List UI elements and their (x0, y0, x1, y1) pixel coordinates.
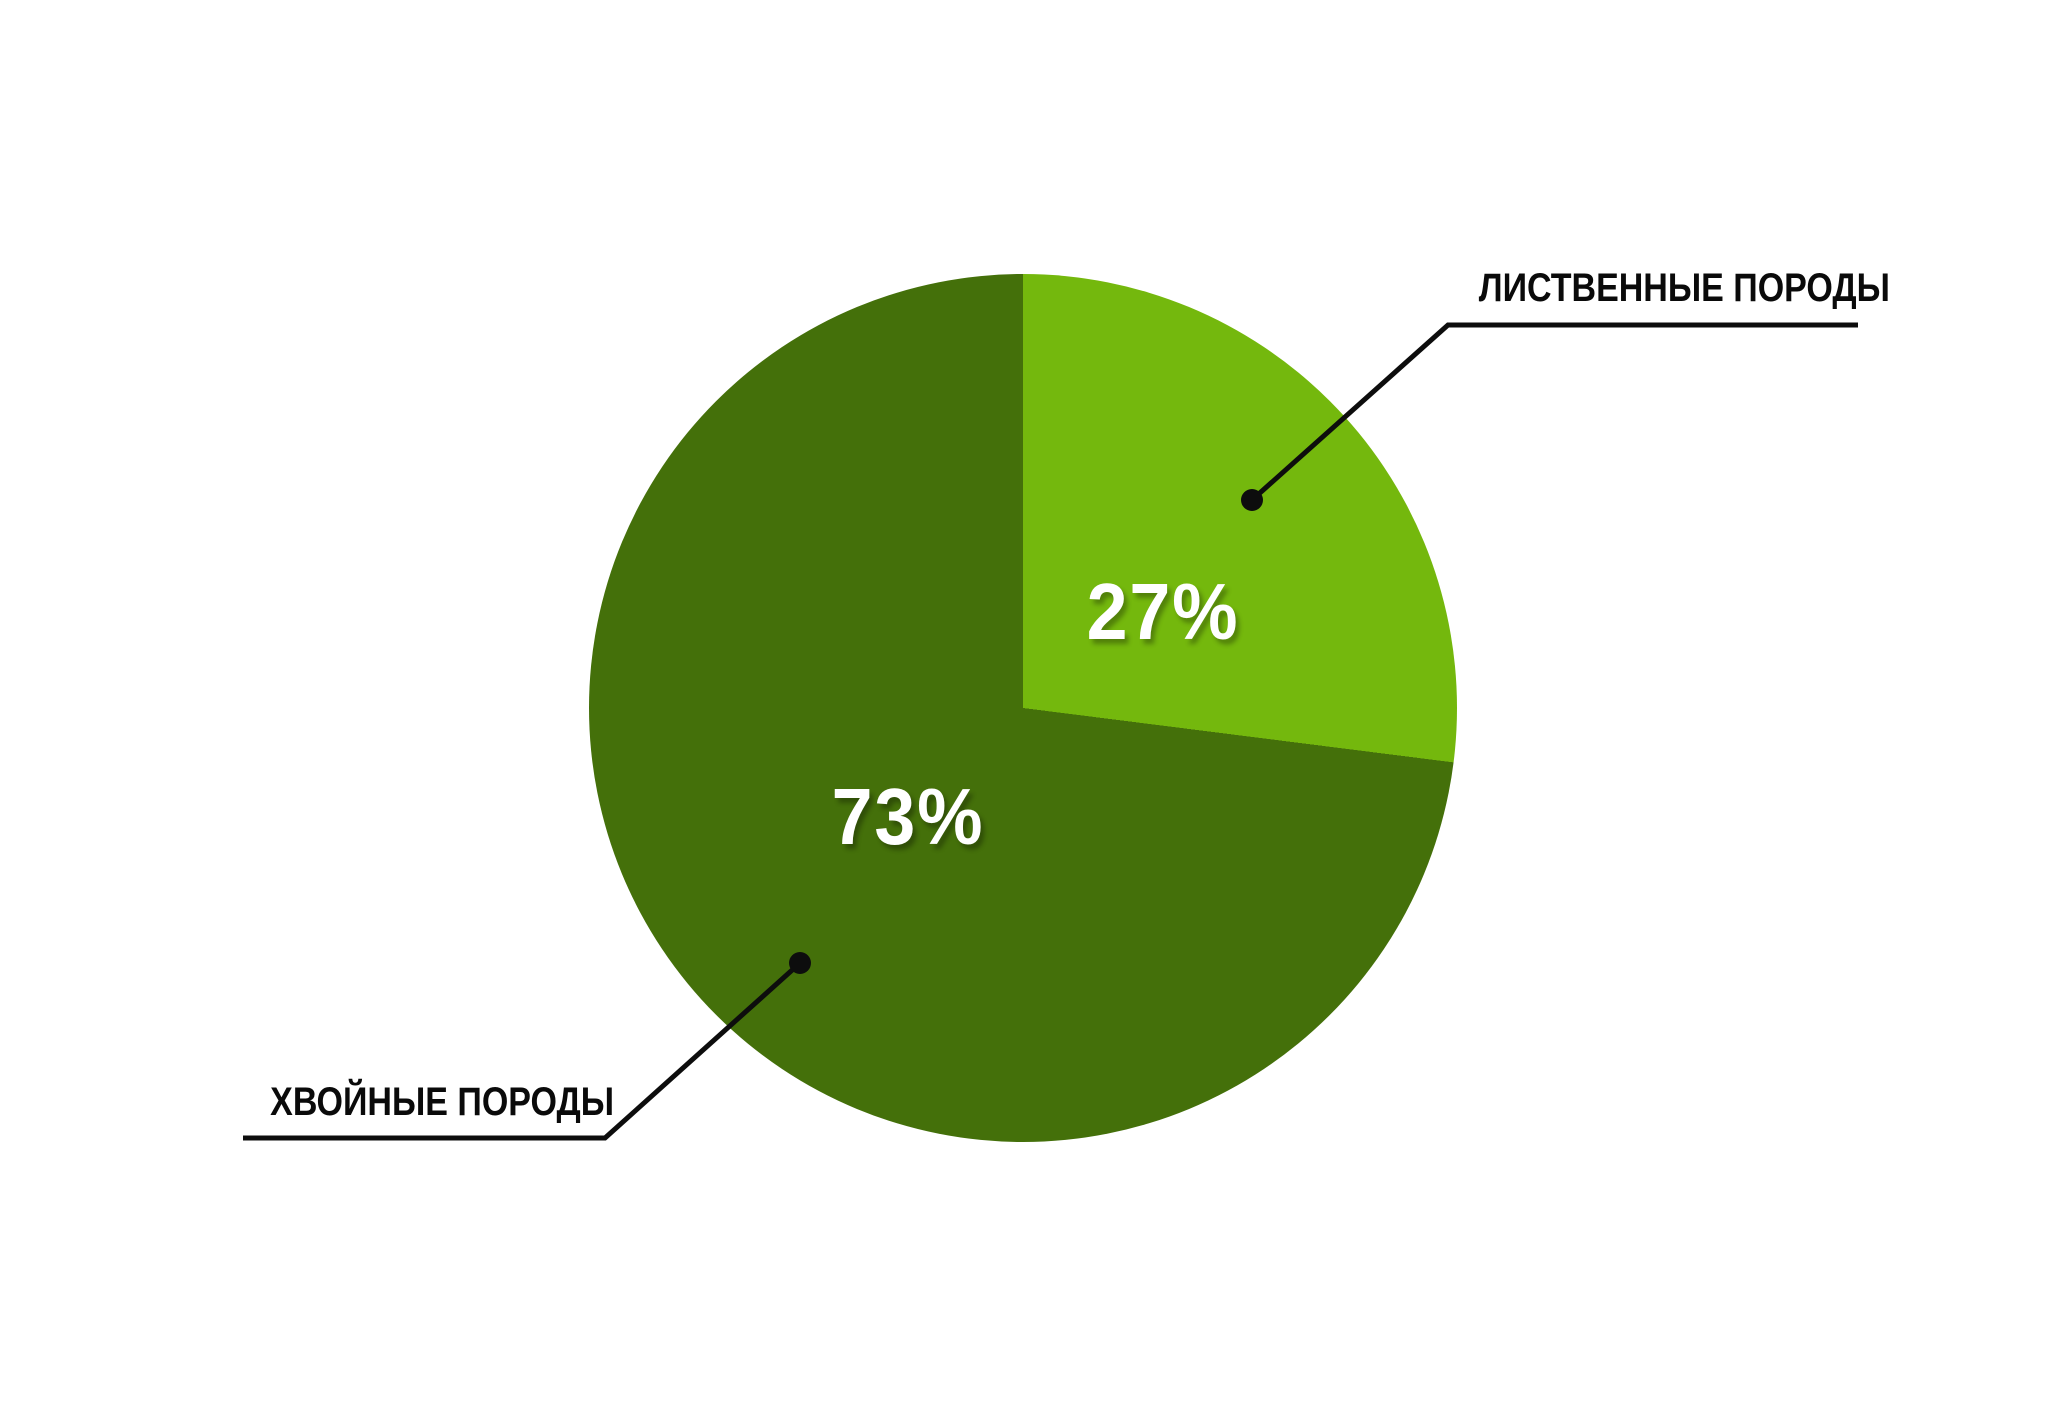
pie (589, 274, 1457, 1142)
slice-label-coniferous: ХВОЙНЫЕ ПОРОДЫ (270, 1080, 615, 1124)
slice-label-deciduous: ЛИСТВЕННЫЕ ПОРОДЫ (1478, 266, 1890, 310)
slice-value-label-deciduous: 27% (1086, 567, 1240, 656)
slice-value-label-coniferous: 73% (831, 772, 985, 861)
